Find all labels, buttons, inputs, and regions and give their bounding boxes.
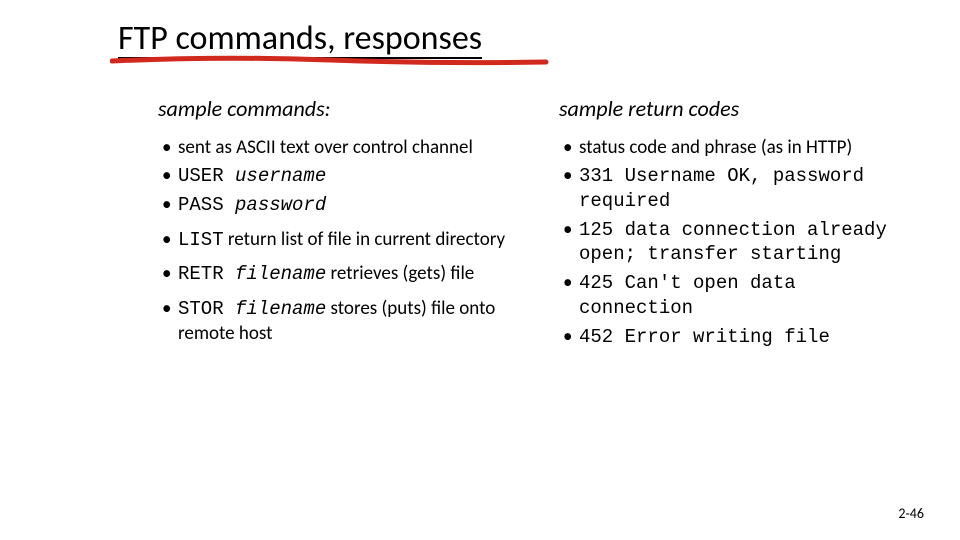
plain-text: retrieves (gets) file xyxy=(326,262,474,285)
page-number: 2-46 xyxy=(898,505,924,522)
mono-italic-text: username xyxy=(235,165,326,187)
mono-text: STOR xyxy=(178,298,235,320)
right-heading: sample return codes xyxy=(559,95,920,122)
list-item: LIST return list of file in current dire… xyxy=(162,228,519,253)
mono-text: RETR xyxy=(178,263,235,285)
list-item: STOR filename stores (puts) file onto re… xyxy=(162,297,519,346)
mono-text: 452 Error writing file xyxy=(579,326,830,348)
list-item: status code and phrase (as in HTTP) xyxy=(563,136,920,160)
slide-title: FTP commands, responses xyxy=(118,20,482,59)
title-wrap: FTP commands, responses xyxy=(118,20,482,59)
mono-italic-text: filename xyxy=(235,263,326,285)
list-item: PASS password xyxy=(162,193,519,218)
mono-text: 331 Username OK, password required xyxy=(579,165,864,212)
columns: sample commands: sent as ASCII text over… xyxy=(0,95,960,353)
mono-text: LIST xyxy=(178,229,224,251)
list-item: 331 Username OK, password required xyxy=(563,164,920,214)
left-column: sample commands: sent as ASCII text over… xyxy=(158,95,519,353)
mono-text: 425 Can't open data connection xyxy=(579,272,796,319)
slide: FTP commands, responses sample commands:… xyxy=(0,0,960,540)
mono-italic-text: password xyxy=(235,194,326,216)
list-item: 425 Can't open data connection xyxy=(563,271,920,321)
mono-italic-text: filename xyxy=(235,298,326,320)
mono-text: 125 data connection already open; transf… xyxy=(579,219,887,266)
mono-text: PASS xyxy=(178,194,235,216)
right-list: status code and phrase (as in HTTP) 331 U… xyxy=(559,136,920,349)
left-list: sent as ASCII text over control channel U… xyxy=(158,136,519,345)
list-item: 452 Error writing file xyxy=(563,325,920,350)
list-item: 125 data connection already open; transf… xyxy=(563,218,920,268)
list-item: USER username xyxy=(162,164,519,189)
mono-text: USER xyxy=(178,165,235,187)
list-item: sent as ASCII text over control channel xyxy=(162,136,519,160)
plain-text: return list of file in current directory xyxy=(224,228,505,251)
left-heading: sample commands: xyxy=(158,95,519,122)
right-column: sample return codes status code and phra… xyxy=(559,95,920,353)
list-item: RETR filename retrieves (gets) file xyxy=(162,262,519,287)
